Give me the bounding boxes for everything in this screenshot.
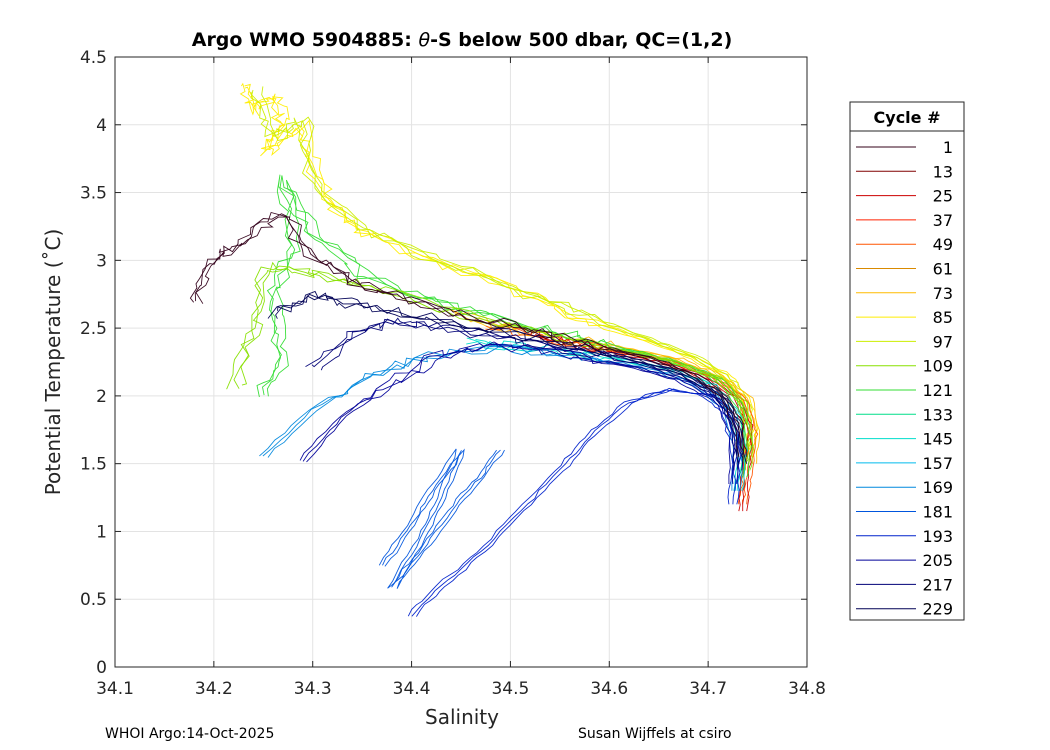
y-tick-label: 4.5: [80, 48, 107, 68]
series-line-cycle-217: [320, 318, 744, 471]
series-line-cycle-109: [240, 261, 755, 471]
legend-entry-label: 73: [933, 284, 953, 303]
footer-right: Susan Wijffels at csiro: [578, 726, 732, 742]
legend-entry-label: 121: [922, 381, 953, 400]
legend-entry-label: 181: [922, 503, 953, 522]
legend-entry-label: 229: [922, 600, 953, 619]
y-tick-label: 3: [96, 251, 107, 271]
y-tick-label: 2.5: [80, 319, 107, 339]
series-line-cycle-169: [259, 343, 735, 491]
legend-entry-label: 85: [933, 308, 953, 327]
y-tick-label: 0: [96, 658, 107, 678]
legend-entry-label: 13: [933, 162, 953, 181]
y-tick-label: 1: [96, 522, 107, 542]
series-line-cycle-205: [299, 341, 732, 484]
series-line-cycle-1: [194, 211, 744, 457]
y-tick-label: 1.5: [80, 455, 107, 475]
chart-title: Argo WMO 5904885: θ-S below 500 dbar, QC…: [192, 29, 733, 51]
footer-left: WHOI Argo:14-Oct-2025: [105, 726, 275, 742]
legend-entry-label: 205: [922, 551, 953, 570]
series-line-cycle-97: [250, 91, 746, 451]
legend-entry-label: 37: [933, 211, 953, 230]
x-axis-label: Salinity: [425, 705, 499, 729]
series-line-cycle-181: [378, 448, 497, 589]
plot-area: [115, 57, 807, 667]
legend-title: Cycle #: [874, 108, 941, 127]
legend-entry-label: 49: [933, 235, 953, 254]
legend-entries: 1 13 25 37 49 61 73 85 97 109 121 133 145 157 169 181 19…: [856, 138, 953, 619]
legend-entry-label: 133: [922, 405, 953, 424]
series-line-cycle-97: [261, 86, 753, 451]
x-tick-label: 34.2: [195, 679, 233, 699]
series-line-cycle-229: [267, 294, 740, 464]
y-axis-ticks: 0 0.5 1 1.5 2 2.5 3 3.5 4 4.5: [80, 48, 807, 678]
legend-entry-label: 217: [922, 575, 953, 594]
y-tick-label: 2: [96, 387, 107, 407]
x-tick-label: 34.5: [491, 679, 529, 699]
x-tick-label: 34.7: [689, 679, 727, 699]
series-line-cycle-1: [189, 213, 740, 457]
series-line-cycle-181: [384, 448, 505, 589]
x-tick-label: 34.6: [590, 679, 628, 699]
plot-frame: [114, 56, 808, 668]
series-line-cycle-181: [382, 449, 501, 588]
y-tick-label: 3.5: [80, 184, 107, 204]
legend-entry-label: 145: [922, 430, 953, 449]
y-tick-label: 4: [96, 116, 107, 136]
legend: Cycle # 1 13 25 37 49 61 73 85 97 109 121 133 145 157…: [849, 101, 965, 621]
x-tick-label: 34.1: [96, 679, 134, 699]
legend-entry-label: 61: [933, 260, 953, 279]
legend-entry-label: 25: [933, 187, 953, 206]
series-line-cycle-193: [407, 389, 734, 617]
x-tick-label: 34.3: [294, 679, 332, 699]
series-line-cycle-1: [195, 216, 748, 457]
series-line-cycle-73: [454, 312, 758, 464]
x-tick-label: 34.8: [788, 679, 826, 699]
x-axis-ticks: 34.1 34.2 34.3 34.4 34.5 34.6 34.7 34.8: [96, 57, 826, 699]
legend-entry-label: 109: [922, 357, 953, 376]
y-axis-label: Potential Temperature (˚C): [41, 229, 65, 496]
legend-box: [849, 101, 965, 621]
y-tick-label: 0.5: [80, 590, 107, 610]
legend-entry-label: 1: [943, 138, 953, 157]
x-tick-label: 34.4: [393, 679, 431, 699]
legend-entry-label: 97: [933, 332, 953, 351]
legend-entry-label: 169: [922, 478, 953, 497]
data-series: [189, 82, 761, 617]
legend-entry-label: 193: [922, 527, 953, 546]
legend-entry-label: 157: [922, 454, 953, 473]
